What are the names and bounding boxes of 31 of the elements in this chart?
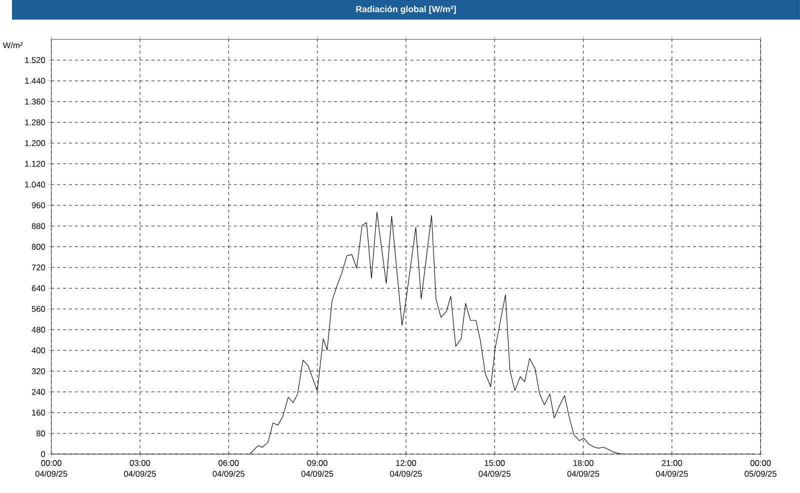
x-tick-label: 21:00 04/09/25 — [656, 460, 688, 477]
x-tick-label: 00:00 05/09/25 — [744, 460, 776, 477]
y-tick-label: 720 — [32, 264, 46, 271]
y-tick-label: 400 — [32, 348, 46, 354]
y-tick-label: 1.040 — [25, 182, 46, 188]
y-tick-label: 1.200 — [25, 140, 46, 146]
x-tick-label: 00:00 04/09/25 — [35, 460, 68, 477]
x-tick-label: 03:00 04/09/25 — [124, 460, 156, 477]
chart-title: Radiación global [W/m²] — [356, 6, 456, 14]
y-tick-label: 240 — [32, 389, 46, 396]
x-tick-label: 09:00 04/09/25 — [301, 460, 334, 477]
y-tick-label: 160 — [32, 410, 46, 416]
y-tick-label: 1.280 — [25, 120, 46, 126]
y-tick-label: 960 — [32, 202, 46, 208]
y-tick-label: 1.120 — [25, 161, 46, 167]
y-tick-label: 800 — [32, 244, 46, 250]
y-tick-label: 880 — [32, 223, 46, 230]
y-tick-label: 80 — [36, 430, 46, 437]
y-axis-title: W/m² — [2, 42, 23, 48]
x-tick-label: 06:00 04/09/25 — [212, 460, 245, 477]
y-tick-label: 480 — [32, 326, 46, 333]
y-tick-label: 1.520 — [25, 57, 46, 64]
y-tick-label: 560 — [32, 306, 46, 312]
x-tick-label: 18:00 04/09/25 — [567, 460, 600, 477]
y-tick-label: 1.440 — [25, 78, 46, 84]
x-tick-label: 15:00 04/09/25 — [478, 460, 511, 477]
y-tick-label: 320 — [32, 368, 46, 374]
x-tick-label: 12:00 04/09/25 — [390, 460, 422, 477]
y-tick-label: 1.360 — [25, 98, 46, 105]
y-tick-label: 640 — [32, 286, 46, 292]
y-tick-label: 0 — [41, 451, 46, 458]
